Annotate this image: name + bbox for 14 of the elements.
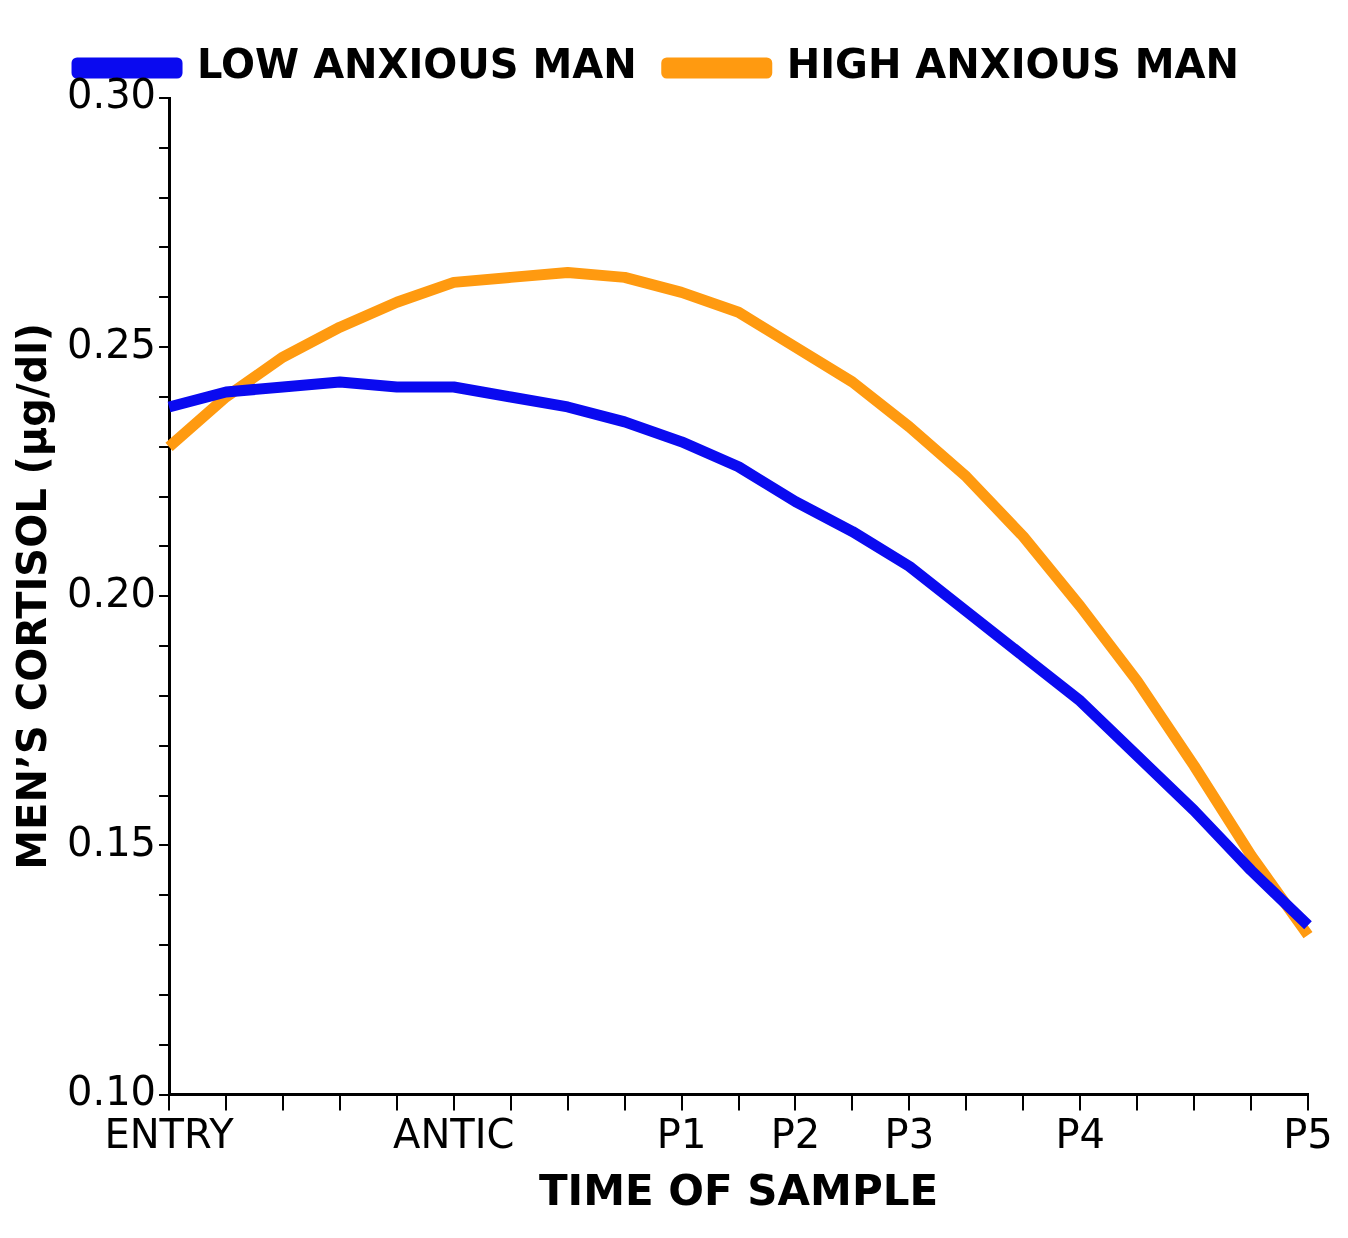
y-tick-label: 0.25 bbox=[67, 320, 157, 367]
legend-label: LOW ANXIOUS MAN bbox=[197, 41, 637, 88]
x-tick-label: P5 bbox=[1283, 1110, 1333, 1157]
y-axis-title: MEN’S CORTISOL (µg/dl) bbox=[9, 322, 56, 870]
x-tick-label: P2 bbox=[770, 1110, 821, 1157]
y-tick-label: 0.15 bbox=[67, 818, 157, 865]
x-axis-title: TIME OF SAMPLE bbox=[538, 1165, 939, 1215]
x-tick-label: P1 bbox=[656, 1110, 707, 1157]
y-tick-label: 0.20 bbox=[67, 569, 157, 616]
x-tick-label: P3 bbox=[884, 1110, 935, 1157]
legend-label: HIGH ANXIOUS MAN bbox=[786, 41, 1239, 88]
y-tick-label: 0.30 bbox=[67, 71, 157, 118]
x-tick-label: P4 bbox=[1055, 1110, 1105, 1157]
x-tick-label: ANTIC bbox=[393, 1110, 515, 1157]
